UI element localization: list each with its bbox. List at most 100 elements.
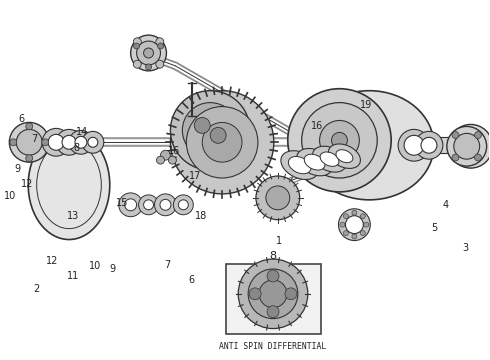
- Text: 8: 8: [270, 251, 276, 261]
- Circle shape: [340, 222, 345, 227]
- Circle shape: [154, 194, 176, 216]
- Circle shape: [352, 210, 357, 215]
- Text: 18: 18: [195, 211, 207, 221]
- Circle shape: [364, 222, 369, 227]
- Circle shape: [249, 288, 261, 300]
- Text: 16: 16: [311, 121, 323, 131]
- Circle shape: [146, 64, 151, 70]
- Circle shape: [195, 117, 210, 133]
- Circle shape: [447, 126, 487, 166]
- Text: 13: 13: [67, 211, 79, 221]
- Circle shape: [42, 139, 49, 146]
- Circle shape: [343, 214, 348, 219]
- Text: 10: 10: [4, 191, 16, 201]
- Text: 9: 9: [14, 164, 20, 174]
- Ellipse shape: [328, 144, 361, 168]
- Ellipse shape: [320, 152, 339, 166]
- Circle shape: [474, 154, 482, 161]
- Text: 4: 4: [442, 200, 449, 210]
- Circle shape: [248, 269, 298, 319]
- Circle shape: [171, 91, 274, 194]
- Text: 15: 15: [116, 198, 128, 208]
- Ellipse shape: [281, 151, 318, 180]
- Text: 6: 6: [19, 114, 25, 124]
- Circle shape: [124, 199, 137, 211]
- Ellipse shape: [297, 148, 333, 176]
- Text: 7: 7: [164, 260, 170, 270]
- Circle shape: [452, 131, 459, 139]
- Circle shape: [210, 127, 226, 143]
- Circle shape: [26, 123, 33, 130]
- Bar: [290, 139, 345, 158]
- Circle shape: [256, 176, 300, 220]
- Text: 19: 19: [360, 100, 372, 110]
- Circle shape: [319, 121, 359, 160]
- Text: 12: 12: [47, 256, 59, 266]
- Text: 5: 5: [431, 223, 437, 233]
- Circle shape: [360, 231, 366, 235]
- Ellipse shape: [305, 91, 434, 200]
- Circle shape: [452, 154, 459, 161]
- Circle shape: [266, 186, 290, 210]
- Text: 14: 14: [75, 127, 88, 137]
- Circle shape: [156, 156, 165, 164]
- Circle shape: [156, 38, 164, 46]
- Text: 8: 8: [74, 143, 80, 153]
- Circle shape: [332, 132, 347, 148]
- Circle shape: [285, 288, 297, 300]
- Circle shape: [88, 137, 98, 147]
- Circle shape: [398, 129, 430, 161]
- Circle shape: [160, 199, 171, 210]
- Circle shape: [9, 122, 49, 162]
- Circle shape: [69, 130, 93, 154]
- Circle shape: [133, 38, 141, 46]
- Circle shape: [449, 125, 490, 168]
- Ellipse shape: [28, 130, 110, 239]
- Circle shape: [178, 200, 188, 210]
- Text: 6: 6: [188, 275, 195, 285]
- Text: 9: 9: [109, 264, 116, 274]
- Circle shape: [454, 133, 480, 159]
- Circle shape: [339, 209, 370, 240]
- Circle shape: [267, 306, 279, 318]
- Circle shape: [62, 135, 76, 149]
- Circle shape: [259, 280, 287, 308]
- Bar: [404, 137, 484, 153]
- Circle shape: [457, 132, 485, 160]
- Circle shape: [42, 129, 70, 156]
- Circle shape: [56, 129, 82, 155]
- Circle shape: [302, 103, 377, 178]
- Circle shape: [131, 35, 167, 71]
- Circle shape: [156, 60, 164, 68]
- Text: 16: 16: [168, 147, 180, 157]
- Circle shape: [161, 150, 171, 160]
- Text: 10: 10: [89, 261, 101, 271]
- Circle shape: [119, 193, 143, 217]
- Circle shape: [169, 156, 176, 164]
- Ellipse shape: [304, 154, 325, 170]
- Circle shape: [415, 131, 443, 159]
- Circle shape: [171, 91, 250, 170]
- Circle shape: [404, 135, 424, 155]
- Circle shape: [10, 139, 17, 146]
- Circle shape: [16, 129, 42, 155]
- Circle shape: [421, 137, 437, 153]
- Ellipse shape: [289, 157, 311, 174]
- Circle shape: [26, 155, 33, 162]
- Circle shape: [75, 136, 87, 148]
- Ellipse shape: [313, 146, 346, 172]
- Circle shape: [133, 60, 141, 68]
- Text: 1: 1: [276, 236, 282, 246]
- Ellipse shape: [336, 150, 353, 163]
- Text: 3: 3: [462, 243, 468, 253]
- Text: 17: 17: [189, 171, 201, 181]
- Circle shape: [474, 131, 482, 139]
- Circle shape: [360, 214, 366, 219]
- Text: ANTI SPIN DIFFERENTIAL: ANTI SPIN DIFFERENTIAL: [220, 342, 327, 351]
- Circle shape: [82, 131, 104, 153]
- Text: 11: 11: [67, 271, 79, 282]
- Text: 12: 12: [21, 179, 33, 189]
- Circle shape: [238, 259, 308, 329]
- Circle shape: [267, 270, 279, 282]
- Circle shape: [352, 234, 357, 239]
